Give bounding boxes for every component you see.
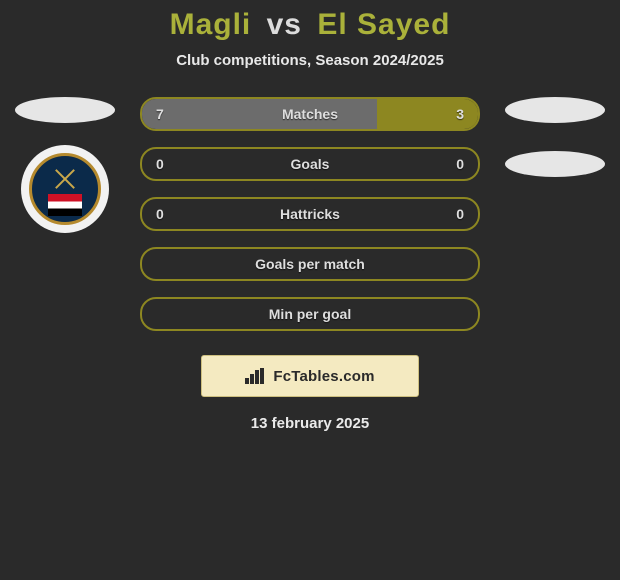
badge-flag-icon xyxy=(48,194,82,216)
bar-right-value: 3 xyxy=(456,99,464,129)
badge-swords-icon xyxy=(52,166,78,192)
infographic-root: Magli vs El Sayed Club competitions, Sea… xyxy=(0,0,620,580)
bar-label: Goals xyxy=(142,149,478,179)
stat-bar-goals-per-match: Goals per match xyxy=(140,247,480,281)
bar-label: Hattricks xyxy=(142,199,478,229)
site-text: FcTables.com xyxy=(273,368,374,385)
bar-left-value: 0 xyxy=(156,149,164,179)
title-vs: vs xyxy=(267,8,302,41)
right-placeholder-ellipse-bottom xyxy=(505,151,605,177)
title-player2: El Sayed xyxy=(317,8,450,41)
bar-label: Min per goal xyxy=(142,299,478,329)
site-badge: FcTables.com xyxy=(201,355,419,397)
bar-right-value: 0 xyxy=(456,149,464,179)
bar-label: Matches xyxy=(142,99,478,129)
stat-bar-min-per-goal: Min per goal xyxy=(140,297,480,331)
stat-bars: Matches73Goals00Hattricks00Goals per mat… xyxy=(140,97,480,347)
bar-left-value: 0 xyxy=(156,199,164,229)
title-player1: Magli xyxy=(170,8,252,41)
bar-left-value: 7 xyxy=(156,99,164,129)
right-column xyxy=(500,97,610,177)
subtitle: Club competitions, Season 2024/2025 xyxy=(0,52,620,69)
bar-label: Goals per match xyxy=(142,249,478,279)
page-title: Magli vs El Sayed xyxy=(0,0,620,42)
left-column xyxy=(10,97,120,233)
date-text: 13 february 2025 xyxy=(0,415,620,432)
left-placeholder-ellipse xyxy=(15,97,115,123)
bar-right-value: 0 xyxy=(456,199,464,229)
comparison-area: Matches73Goals00Hattricks00Goals per mat… xyxy=(0,97,620,347)
left-club-badge xyxy=(21,145,109,233)
club-badge-inner xyxy=(29,153,101,225)
bars-icon xyxy=(245,368,267,384)
stat-bar-hattricks: Hattricks0 0 xyxy=(140,197,480,231)
stat-bar-goals: Goals0 0 xyxy=(140,147,480,181)
right-placeholder-ellipse-top xyxy=(505,97,605,123)
stat-bar-matches: Matches7 3 xyxy=(140,97,480,131)
